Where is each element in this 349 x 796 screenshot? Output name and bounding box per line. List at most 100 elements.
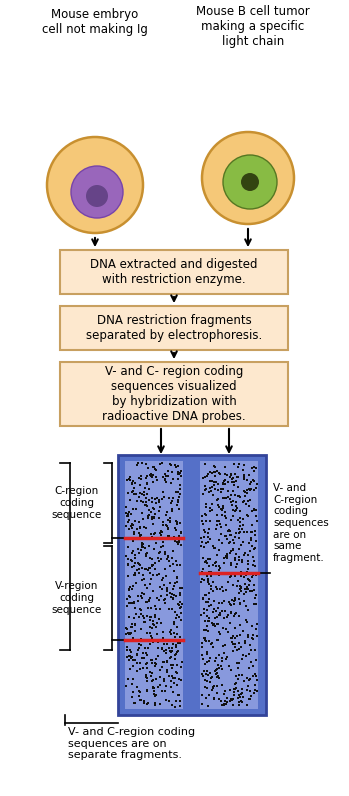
Point <box>206 689 212 701</box>
Point <box>252 474 257 487</box>
Point <box>235 575 241 587</box>
Point <box>212 620 218 633</box>
Point <box>202 634 207 646</box>
Point <box>125 515 131 528</box>
Point <box>154 474 159 486</box>
Point <box>149 496 154 509</box>
Point <box>160 625 165 638</box>
Point <box>162 467 168 480</box>
Point <box>166 530 172 543</box>
Point <box>167 512 172 525</box>
Point <box>245 680 251 693</box>
Point <box>157 546 163 559</box>
Point <box>125 557 131 570</box>
Point <box>216 466 222 479</box>
Point <box>124 651 129 664</box>
Point <box>124 550 129 563</box>
Point <box>145 462 151 474</box>
Point <box>204 647 209 660</box>
Point <box>161 536 166 548</box>
Point <box>139 507 144 520</box>
Point <box>202 589 208 602</box>
Point <box>166 603 171 615</box>
Point <box>208 565 214 578</box>
Point <box>227 683 232 696</box>
Circle shape <box>241 173 259 191</box>
Point <box>253 622 259 635</box>
Point <box>239 556 244 568</box>
Point <box>142 579 148 591</box>
Point <box>248 532 254 544</box>
Point <box>150 517 156 530</box>
Point <box>251 579 257 591</box>
Point <box>126 597 132 610</box>
Point <box>246 628 251 641</box>
Point <box>133 502 139 515</box>
Point <box>228 663 233 676</box>
Point <box>144 470 149 482</box>
Point <box>148 611 154 623</box>
Point <box>137 657 142 669</box>
Point <box>244 583 250 595</box>
Point <box>246 537 252 549</box>
Point <box>168 627 173 640</box>
Point <box>209 504 215 517</box>
Text: V- and C-region coding
sequences are on
separate fragments.: V- and C-region coding sequences are on … <box>68 727 195 760</box>
Point <box>126 626 132 639</box>
Point <box>149 630 154 642</box>
Point <box>245 672 250 685</box>
Point <box>145 696 150 709</box>
Point <box>129 626 134 639</box>
Point <box>252 560 258 573</box>
Point <box>171 530 177 543</box>
Point <box>205 615 211 627</box>
Point <box>136 515 141 528</box>
Point <box>220 663 225 676</box>
Point <box>242 582 247 595</box>
Point <box>207 652 213 665</box>
Point <box>224 551 229 564</box>
Point <box>241 495 247 508</box>
Point <box>160 535 166 548</box>
Point <box>232 505 238 517</box>
Point <box>152 462 157 475</box>
Point <box>131 485 136 498</box>
Point <box>238 688 244 700</box>
Point <box>178 661 184 673</box>
Point <box>205 669 211 681</box>
Point <box>136 642 142 654</box>
Point <box>202 479 208 492</box>
Point <box>232 467 238 480</box>
Point <box>163 685 168 697</box>
Point <box>207 578 212 591</box>
Point <box>222 478 228 490</box>
Point <box>224 550 230 563</box>
Point <box>227 537 232 549</box>
Point <box>202 484 208 497</box>
Point <box>148 468 154 481</box>
Point <box>165 550 170 563</box>
Point <box>202 556 207 569</box>
Point <box>221 567 226 579</box>
Point <box>249 525 255 538</box>
Point <box>130 544 135 557</box>
Point <box>139 651 145 664</box>
Point <box>219 597 225 610</box>
Point <box>169 670 175 683</box>
Point <box>234 501 239 514</box>
Point <box>245 566 250 579</box>
Point <box>162 596 168 609</box>
Point <box>209 481 215 494</box>
Point <box>237 512 243 525</box>
Point <box>231 638 236 651</box>
Point <box>246 468 252 481</box>
Bar <box>125 461 183 709</box>
Point <box>224 583 229 596</box>
Point <box>157 664 163 677</box>
Point <box>176 490 182 503</box>
Point <box>177 636 182 649</box>
Point <box>227 598 232 611</box>
Point <box>127 643 132 656</box>
Point <box>170 491 176 504</box>
Point <box>213 651 218 664</box>
